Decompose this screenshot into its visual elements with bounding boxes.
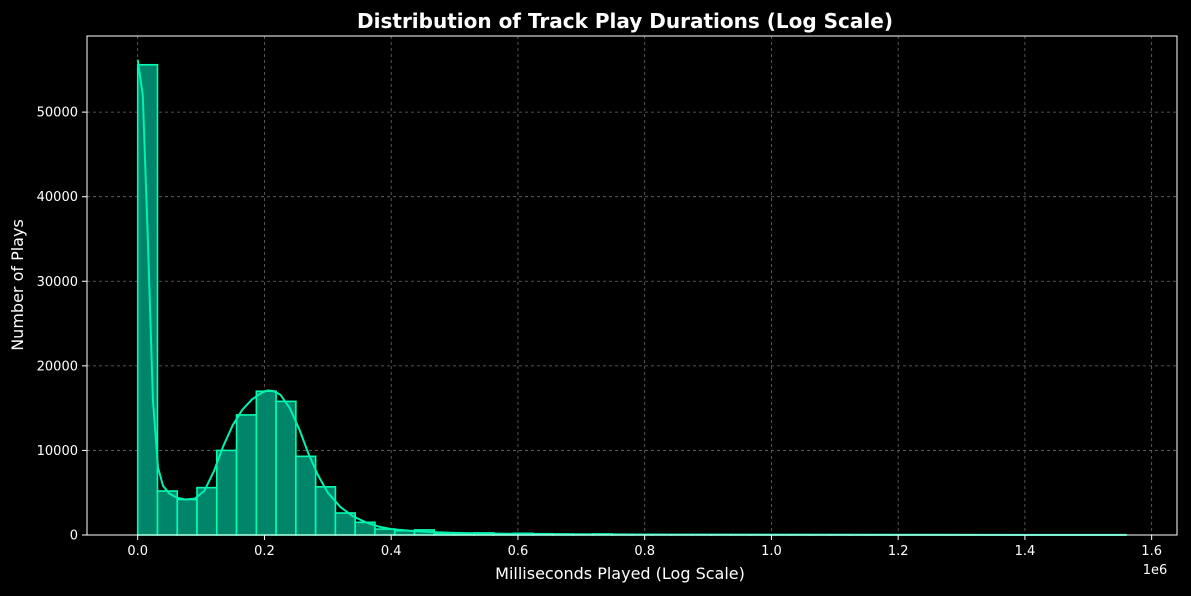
histogram-bar <box>176 498 198 536</box>
x-tick-label: 1.2 <box>888 544 909 559</box>
histogram-bar <box>156 490 179 536</box>
y-tick-label: 0 <box>70 529 78 544</box>
histogram-bar <box>255 390 277 536</box>
x-axis-ticks: 0.0 0.2 0.4 0.6 0.8 1.0 1.2 1.4 1.6 <box>127 535 1162 559</box>
x-tick-label: 1.4 <box>1015 544 1036 559</box>
y-tick-label: 10000 <box>37 444 78 459</box>
histogram-bars <box>136 63 1128 536</box>
histogram-bar <box>136 63 159 536</box>
x-tick-label: 0.0 <box>127 544 148 559</box>
x-offset-label: 1e6 <box>1143 563 1168 578</box>
x-tick-label: 1.6 <box>1141 544 1162 559</box>
y-tick-label: 30000 <box>37 275 78 290</box>
y-tick-label: 20000 <box>37 359 78 374</box>
histogram-bar <box>314 485 337 536</box>
x-axis-label: Milliseconds Played (Log Scale) <box>495 564 745 583</box>
histogram-bar <box>275 400 297 536</box>
histogram-bar <box>235 414 258 536</box>
x-tick-label: 0.2 <box>254 544 275 559</box>
x-tick-label: 0.4 <box>381 544 402 559</box>
kde-curve <box>136 59 1127 536</box>
plot-frame <box>86 35 1178 536</box>
y-axis-label: Number of Plays <box>8 219 27 351</box>
kde-curve-group <box>136 59 1127 536</box>
y-tick-label: 50000 <box>37 106 78 121</box>
x-tick-label: 0.6 <box>508 544 529 559</box>
histogram-bar <box>295 455 317 536</box>
y-axis-ticks: 0 10000 20000 30000 40000 50000 <box>37 106 87 544</box>
x-tick-label: 1.0 <box>761 544 782 559</box>
histogram-bar <box>215 449 238 536</box>
chart-title: Distribution of Track Play Durations (Lo… <box>357 9 893 33</box>
x-tick-label: 0.8 <box>634 544 655 559</box>
y-tick-label: 40000 <box>37 190 78 205</box>
